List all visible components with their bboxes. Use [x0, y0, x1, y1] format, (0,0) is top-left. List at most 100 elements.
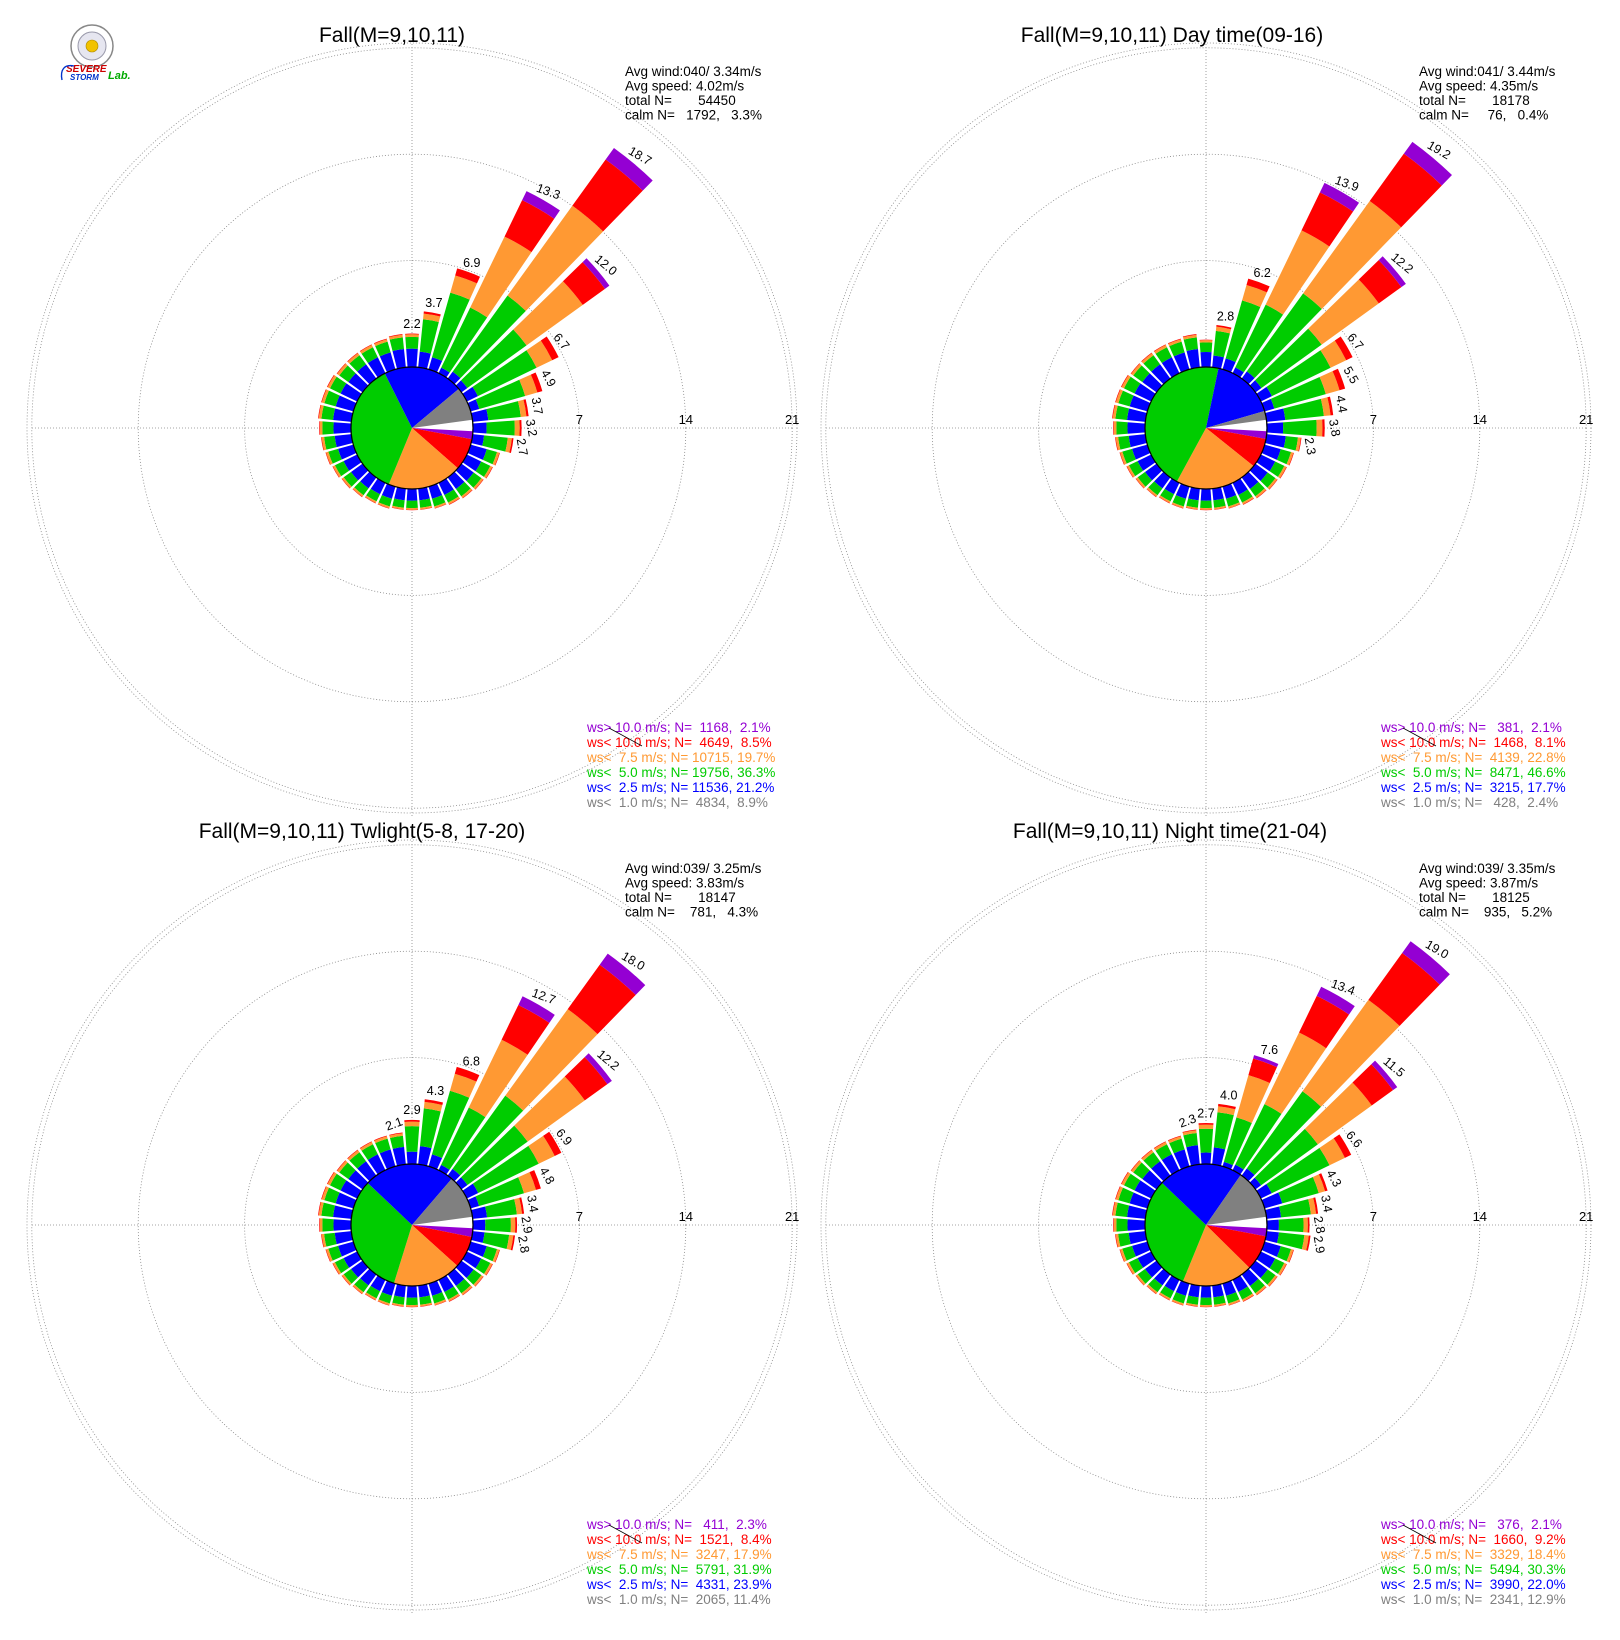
bar-segment-lt7_5 [470, 236, 532, 318]
bar-segment-lt2_5 [1134, 383, 1156, 402]
bar-segment-lt2_5 [1256, 1251, 1276, 1269]
legend-entry-lt7_5: ws< 7.5 m/s; N= 4139, 22.8% [1380, 750, 1566, 765]
bar-segment-lt7_5 [492, 1249, 500, 1263]
bar-segment-lt5 [1266, 350, 1331, 397]
bar-segment-lt2_5 [1222, 358, 1236, 373]
bar-segment-lt5 [1160, 488, 1174, 502]
bar-segment-lt10 [1313, 1197, 1319, 1214]
bar-segment-lt5 [1118, 390, 1134, 407]
bar-segment-lt5 [1266, 1147, 1330, 1194]
bar-segment-lt10 [1112, 1201, 1116, 1216]
bar-segment-lt2_5 [1164, 478, 1180, 495]
bar-segment-lt5 [392, 498, 405, 508]
logo-swoosh [60, 64, 75, 81]
bar-segment-lt2_5 [370, 478, 386, 495]
bar-segment-lt7_5 [1267, 478, 1278, 490]
bar-segment-lt5 [406, 1297, 418, 1306]
bar-segment-lt2_5 [1222, 483, 1237, 499]
bar-segment-lt5 [1122, 1245, 1136, 1261]
bar-segment-lt10 [1306, 1235, 1311, 1251]
bar-segment-lt7_5 [1120, 451, 1127, 465]
bar-segment-lt5 [1213, 498, 1226, 508]
bar-segment-lt10 [540, 336, 559, 361]
bar-segment-lt10 [1119, 452, 1125, 465]
bar-segment-lt10 [332, 466, 340, 478]
bar-segment-lt5 [339, 1162, 356, 1180]
bar-segment-lt5 [1133, 1162, 1150, 1180]
bar-segment-lt5 [1270, 376, 1326, 409]
pie-slice-gt10 [1206, 1225, 1267, 1237]
bar-segment-lt5 [1255, 328, 1322, 388]
bar-segment-lt10 [364, 496, 376, 504]
legend-entry-lt7_5: ws< 7.5 m/s; N= 10715, 19.7% [586, 750, 775, 765]
bar-total-label: 2.1 [383, 1114, 404, 1133]
bar-segment-lt2_5 [472, 422, 487, 434]
bar-segment-lt7_5 [347, 1150, 360, 1161]
legend-pointer-line [1402, 727, 1437, 747]
bar-segment-lt7_5 [319, 421, 323, 435]
bar-segment-lt7_5 [518, 399, 527, 417]
bar-segment-lt2_5 [1154, 471, 1171, 489]
bar-segment-lt7_5 [528, 1135, 555, 1164]
bar-total-label: 6.8 [463, 1054, 480, 1068]
bar-segment-lt10 [1158, 496, 1170, 504]
bar-segment-lt5 [1148, 1278, 1163, 1293]
bar-segment-lt10 [420, 1304, 433, 1307]
bar-segment-lt10 [564, 1057, 608, 1101]
stats-line: calm N= 76, 0.4% [1419, 108, 1548, 123]
bar-segment-lt7_5 [374, 1136, 388, 1144]
bar-segment-lt5 [1137, 471, 1153, 487]
bar-segment-lt5 [1160, 1285, 1174, 1299]
bar-segment-lt5 [441, 307, 488, 373]
bar-segment-lt7_5 [505, 1009, 598, 1111]
bar-segment-lt10 [1135, 478, 1145, 489]
ring-7 [244, 260, 580, 596]
bar-segment-lt7_5 [507, 205, 604, 311]
bar-segment-lt7_5 [1159, 495, 1171, 504]
bar-segment-lt7_5 [1121, 1172, 1131, 1186]
bar-segment-lt10 [1246, 278, 1270, 293]
bar-segment-lt10 [1327, 396, 1334, 416]
ring-label: 21 [785, 412, 799, 427]
ring-7 [1038, 1057, 1374, 1393]
bar-segment-lt7_5 [1146, 1284, 1158, 1294]
bar-total-label: 3.7 [529, 396, 546, 416]
bar-segment-lt5 [405, 336, 419, 349]
bar-segment-lt5 [482, 1246, 498, 1262]
bar-segment-lt7_5 [1200, 1304, 1212, 1307]
bar-segment-lt10 [434, 1301, 447, 1306]
bar-segment-lt7_5 [406, 1304, 418, 1307]
bar-segment-lt5 [431, 1090, 470, 1159]
bar-segment-lt10 [1120, 1171, 1129, 1185]
bar-segment-lt5 [343, 471, 359, 487]
bar-segment-lt5 [455, 481, 471, 497]
bar-segment-lt10 [1268, 479, 1278, 490]
bar-segment-lt7_5 [492, 452, 500, 466]
bar-segment-lt10 [1242, 1295, 1254, 1302]
bar-segment-lt10 [1130, 363, 1140, 375]
bar-segment-lt2_5 [1256, 454, 1276, 472]
bar-segment-lt7_5 [461, 1285, 473, 1296]
bar-segment-lt7_5 [1200, 507, 1212, 510]
bar-segment-lt7_5 [1120, 1248, 1127, 1262]
bar-segment-lt2_5 [1128, 1231, 1147, 1245]
bar-segment-lt2_5 [462, 1251, 482, 1269]
bar-segment-lt2_5 [379, 1149, 396, 1170]
bar-segment-lt10 [448, 498, 460, 505]
bar-segment-lt5 [1137, 1268, 1153, 1284]
bar-segment-lt5 [461, 1125, 528, 1185]
bar-segment-lt5 [1183, 337, 1198, 352]
bar-segment-lt7_5 [1159, 1292, 1171, 1301]
bar-segment-lt7_5 [318, 404, 324, 419]
legend-entry-lt2_5: ws< 2.5 m/s; N= 4331, 23.9% [586, 1577, 772, 1592]
stats-line: Avg wind:039/ 3.35m/s [1419, 861, 1556, 876]
bar-segment-lt7_5 [321, 1233, 327, 1248]
bar-total-label: 2.7 [514, 437, 531, 457]
bar-segment-lt7_5 [1154, 1141, 1167, 1151]
bar-segment-lt5 [1143, 1152, 1161, 1169]
bar-segment-lt5 [1128, 1258, 1144, 1274]
bar-segment-lt7_5 [1146, 487, 1158, 497]
bar-total-label: 2.8 [515, 1235, 532, 1255]
ring-label: 7 [576, 412, 583, 427]
pie-slice-lt2_5 [384, 367, 459, 428]
